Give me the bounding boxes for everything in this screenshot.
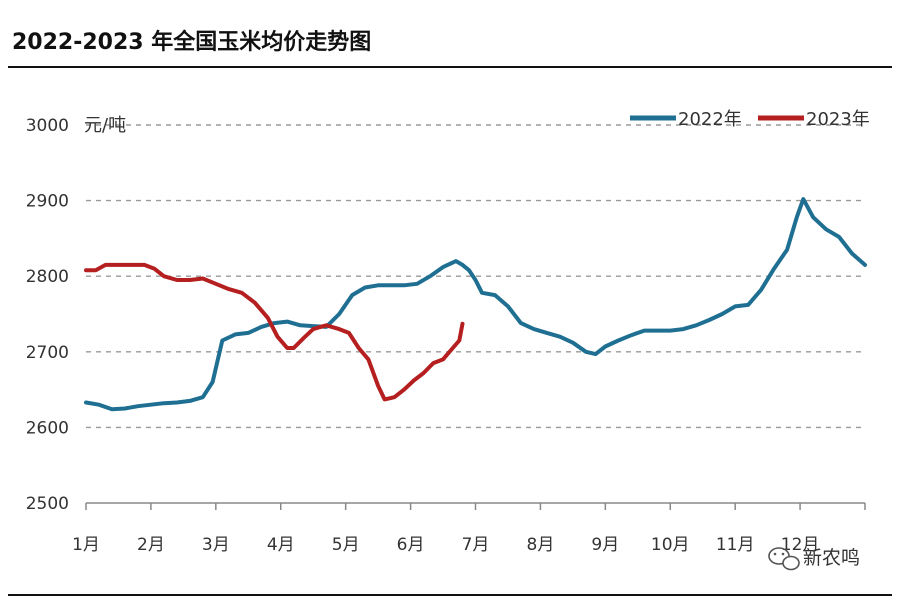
x-tick-label: 4月 <box>267 535 295 555</box>
x-tick-label: 12月 <box>781 535 820 555</box>
x-tick-label: 11月 <box>716 535 755 555</box>
series-line-2022年 <box>84 197 867 412</box>
x-tick-label: 3月 <box>202 535 230 555</box>
y-axis-ticks: 3000 2900 2800 2700 2600 2500 <box>26 116 69 514</box>
watermark-text: 新农鸣 <box>803 547 860 569</box>
x-tick-label: 2月 <box>137 535 165 555</box>
x-tick-label: 5月 <box>332 535 360 555</box>
y-tick-label: 2800 <box>26 267 69 287</box>
y-tick-label: 2700 <box>26 343 69 363</box>
x-tick-label: 6月 <box>397 535 425 555</box>
x-tick-label: 10月 <box>651 535 690 555</box>
legend: 2022年 2023年 <box>630 109 870 130</box>
legend-label-2022: 2022年 <box>678 109 742 130</box>
x-tick-label: 9月 <box>591 535 619 555</box>
y-tick-label: 2600 <box>26 418 69 438</box>
y-tick-label: 2900 <box>26 192 69 212</box>
legend-label-2023: 2023年 <box>806 109 870 130</box>
x-tick-label: 8月 <box>527 535 555 555</box>
wechat-icon <box>768 547 800 571</box>
x-tick-label: 1月 <box>72 535 100 555</box>
series-line-2023年 <box>84 262 465 402</box>
y-tick-label: 3000 <box>26 116 69 136</box>
series-lines <box>84 197 867 412</box>
y-axis-unit: 元/吨 <box>84 115 126 136</box>
y-tick-label: 2500 <box>26 494 69 514</box>
chart-title: 2022-2023 年全国玉米均价走势图 <box>12 29 371 55</box>
watermark: 新农鸣 <box>768 547 860 571</box>
x-axis: 1月 2月 3月 4月 5月 6月 7月 8月 9月 10月 11月 12月 <box>72 502 866 555</box>
x-tick-label: 7月 <box>462 535 490 555</box>
